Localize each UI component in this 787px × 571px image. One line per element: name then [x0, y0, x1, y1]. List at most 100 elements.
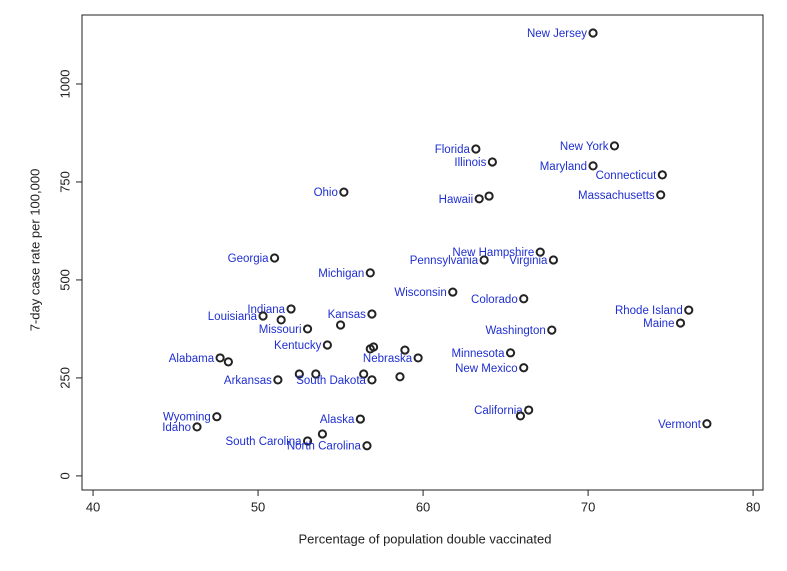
- point-label: North Carolina: [287, 441, 362, 453]
- point: [548, 255, 559, 265]
- point: [362, 441, 372, 451]
- point-label: Vermont: [658, 419, 702, 431]
- point: [294, 369, 304, 379]
- point-label: Florida: [435, 144, 471, 156]
- y-tick-label: 0: [57, 472, 72, 479]
- point-label: Nebraska: [363, 353, 413, 365]
- point: [400, 345, 410, 355]
- point: [269, 253, 280, 263]
- x-tick-label: 50: [251, 499, 265, 514]
- point-label: South Carolina: [225, 436, 302, 448]
- point: [302, 324, 313, 334]
- point-label: Michigan: [318, 268, 364, 280]
- point-label: Massachusetts: [578, 190, 655, 202]
- point-label: New York: [560, 141, 609, 153]
- point-label: Kansas: [328, 309, 367, 321]
- point: [258, 311, 268, 321]
- point-label: Georgia: [228, 253, 270, 265]
- point: [335, 320, 346, 330]
- point-label: Wisconsin: [394, 287, 446, 299]
- point-label: Wyoming: [163, 412, 211, 424]
- point-label: Alaska: [320, 414, 355, 426]
- point: [519, 363, 529, 373]
- point-label: Maine: [643, 318, 674, 330]
- point-label: Illinois: [454, 157, 486, 169]
- point: [675, 318, 686, 328]
- point-label: Idaho: [162, 422, 191, 434]
- point: [273, 375, 283, 385]
- point: [484, 191, 494, 201]
- point-label: Virginia: [509, 255, 548, 267]
- point: [317, 429, 328, 439]
- point-label: Arkansas: [224, 375, 272, 387]
- point: [223, 357, 233, 367]
- point-label: Pennsylvania: [410, 255, 479, 267]
- point-label: Hawaii: [439, 194, 474, 206]
- point-label: New Hampshire: [452, 247, 534, 259]
- x-tick-label: 80: [746, 499, 760, 514]
- point: [471, 144, 481, 154]
- point: [395, 372, 405, 382]
- point: [365, 268, 375, 278]
- point-label: Louisiana: [208, 311, 258, 323]
- point: [656, 190, 666, 200]
- y-tick-label: 1000: [57, 70, 72, 99]
- point-label: Maryland: [540, 161, 587, 173]
- point-label: Washington: [485, 325, 545, 337]
- y-tick-label: 250: [57, 367, 72, 389]
- point: [367, 375, 377, 385]
- point: [657, 170, 667, 180]
- x-tick-label: 60: [416, 499, 430, 514]
- point: [302, 436, 313, 446]
- x-tick-label: 40: [86, 499, 100, 514]
- point: [322, 340, 332, 350]
- point: [474, 194, 484, 204]
- point: [359, 369, 369, 379]
- point-label: Missouri: [259, 324, 302, 336]
- point: [311, 369, 321, 379]
- point-label: New Mexico: [455, 363, 518, 375]
- point: [367, 309, 377, 319]
- point: [588, 28, 598, 38]
- point-label: California: [474, 405, 523, 417]
- point-label: Minnesota: [451, 348, 505, 360]
- y-tick-label: 750: [57, 171, 72, 193]
- point-label: South Dakota: [296, 375, 366, 387]
- point-label: Ohio: [314, 187, 338, 199]
- point: [212, 412, 222, 422]
- y-tick-label: 500: [57, 269, 72, 291]
- point: [368, 342, 379, 352]
- point-label: New Jersey: [527, 28, 587, 40]
- x-axis-title: Percentage of population double vaccinat…: [299, 531, 552, 546]
- point-label: Indiana: [247, 304, 285, 316]
- point: [684, 305, 694, 315]
- point: [547, 325, 557, 335]
- point: [192, 422, 202, 432]
- point: [355, 414, 365, 424]
- point: [276, 315, 286, 325]
- point: [702, 419, 712, 429]
- point: [286, 304, 296, 314]
- point: [487, 157, 497, 167]
- point: [448, 287, 458, 297]
- point: [215, 353, 225, 363]
- point-label: Connecticut: [596, 170, 658, 182]
- point: [519, 294, 529, 304]
- point-label: Alabama: [169, 353, 215, 365]
- point: [535, 247, 545, 257]
- point: [515, 411, 526, 421]
- point: [524, 405, 534, 415]
- point-label: Colorado: [471, 294, 518, 306]
- point: [588, 161, 598, 171]
- point: [339, 187, 349, 197]
- plot-frame: [81, 14, 764, 491]
- point: [413, 353, 423, 363]
- point: [505, 348, 516, 358]
- point: [609, 141, 620, 151]
- point-label: Rhode Island: [615, 305, 683, 317]
- point: [479, 255, 489, 265]
- x-tick-label: 70: [581, 499, 595, 514]
- point-label: Kentucky: [274, 340, 322, 352]
- y-axis-title: 7-day case rate per 100,000: [27, 169, 42, 332]
